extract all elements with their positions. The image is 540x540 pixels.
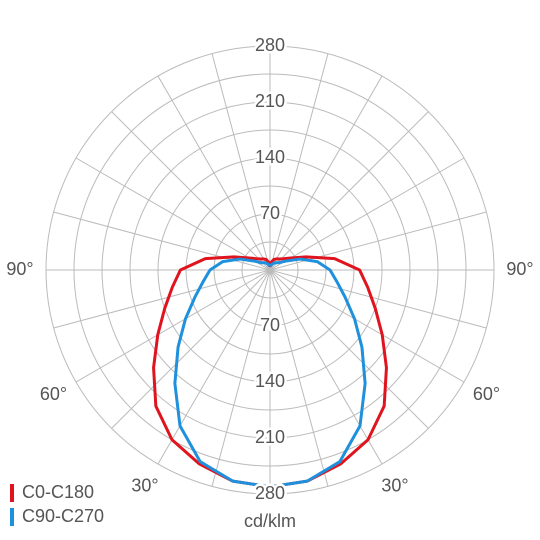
grid-spoke xyxy=(269,269,429,429)
r-tick-label: 210 xyxy=(255,427,285,447)
legend-label: C0-C180 xyxy=(22,482,94,502)
angle-tick-label: 60° xyxy=(473,384,500,404)
grid-spoke xyxy=(269,269,329,487)
r-tick-label: 140 xyxy=(255,371,285,391)
grid-spoke xyxy=(269,53,329,271)
r-tick-label: 70 xyxy=(260,203,280,223)
r-tick-label: 140 xyxy=(255,147,285,167)
grid-spoke xyxy=(269,269,465,383)
series-line xyxy=(152,255,272,489)
angle-tick-label: 30° xyxy=(381,475,408,495)
grid-spoke xyxy=(269,211,487,271)
r-tick-label: 70 xyxy=(260,315,280,335)
grid-spoke xyxy=(269,111,429,271)
grid-spoke xyxy=(111,111,271,271)
legend-label: C90-C270 xyxy=(22,506,104,526)
grid-spoke xyxy=(269,269,383,465)
series-line xyxy=(269,257,367,489)
grid-spoke xyxy=(211,53,271,271)
r-tick-label: 210 xyxy=(255,91,285,111)
legend-swatch xyxy=(10,484,14,502)
grid-spoke xyxy=(157,75,271,271)
grid-spoke xyxy=(211,269,271,487)
angle-tick-label: 60° xyxy=(40,384,67,404)
r-tick-label: 280 xyxy=(255,483,285,503)
angle-tick-label: 90° xyxy=(6,259,33,279)
grid-spoke xyxy=(75,269,271,383)
grid-spoke xyxy=(75,157,271,271)
grid-spoke xyxy=(269,75,383,271)
r-tick-label: 280 xyxy=(255,35,285,55)
grid-spoke xyxy=(269,157,465,271)
unit-label: cd/klm xyxy=(244,511,296,531)
series-line xyxy=(173,257,271,489)
grid-spoke xyxy=(269,269,487,329)
angle-tick-label: 30° xyxy=(131,475,158,495)
grid-spoke xyxy=(53,211,271,271)
angle-tick-label: 90° xyxy=(506,259,533,279)
grid-spoke xyxy=(157,269,271,465)
grid-spoke xyxy=(53,269,271,329)
series-line xyxy=(268,255,388,489)
grid-spoke xyxy=(111,269,271,429)
legend-swatch xyxy=(10,508,14,526)
